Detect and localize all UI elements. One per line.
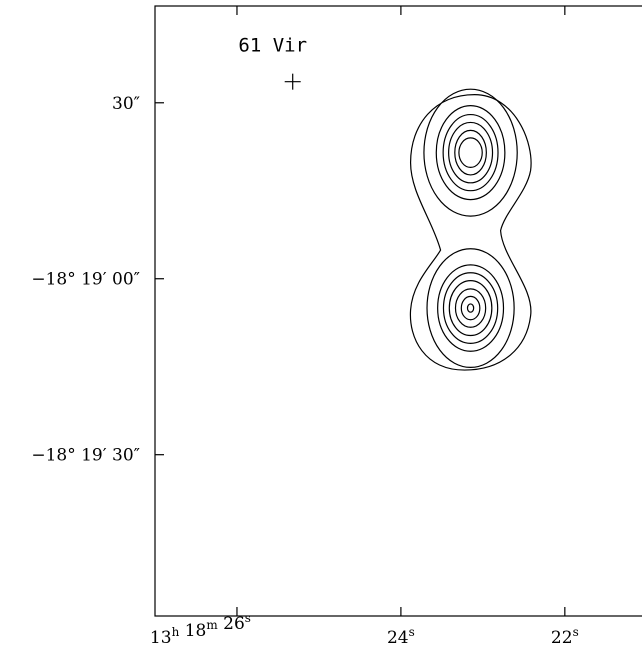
north-lobe-contour	[458, 137, 483, 168]
south-lobe-contour	[460, 295, 481, 321]
north-lobe-contour	[423, 88, 518, 217]
axis-tick-labels: 13h 18m 26s 24s 22s 30″ −18° 19′ 00″ −18° 19′…	[31, 94, 578, 648]
south-lobe-contour	[448, 280, 493, 337]
south-lobe-contour	[426, 248, 515, 369]
south-lobe-contour	[442, 272, 499, 344]
south-lobe-contour	[454, 288, 487, 328]
x-tick-label: 13h 18m 26s	[150, 611, 251, 648]
x-tick-label: 22s	[551, 625, 579, 648]
north-lobe-contour	[454, 129, 487, 176]
star-marker: 61 Vir	[238, 35, 307, 90]
north-lobe-contour	[448, 121, 494, 184]
contour-lines	[409, 88, 532, 371]
plot-frame	[154, 5, 642, 617]
axis-ticks	[155, 6, 566, 616]
y-tick-label: 30″	[112, 94, 140, 114]
y-tick-label: −18° 19′ 00″	[31, 270, 140, 290]
marker-label: 61 Vir	[238, 35, 307, 57]
north-lobe-contour	[442, 113, 499, 192]
y-tick-label: −18° 19′ 30″	[31, 446, 140, 466]
south-lobe-contour	[466, 303, 475, 313]
x-tick-label: 24s	[387, 625, 415, 648]
outer-envelope-contour	[409, 94, 532, 371]
north-lobe-contour	[435, 105, 506, 201]
south-lobe-contour	[437, 264, 505, 352]
